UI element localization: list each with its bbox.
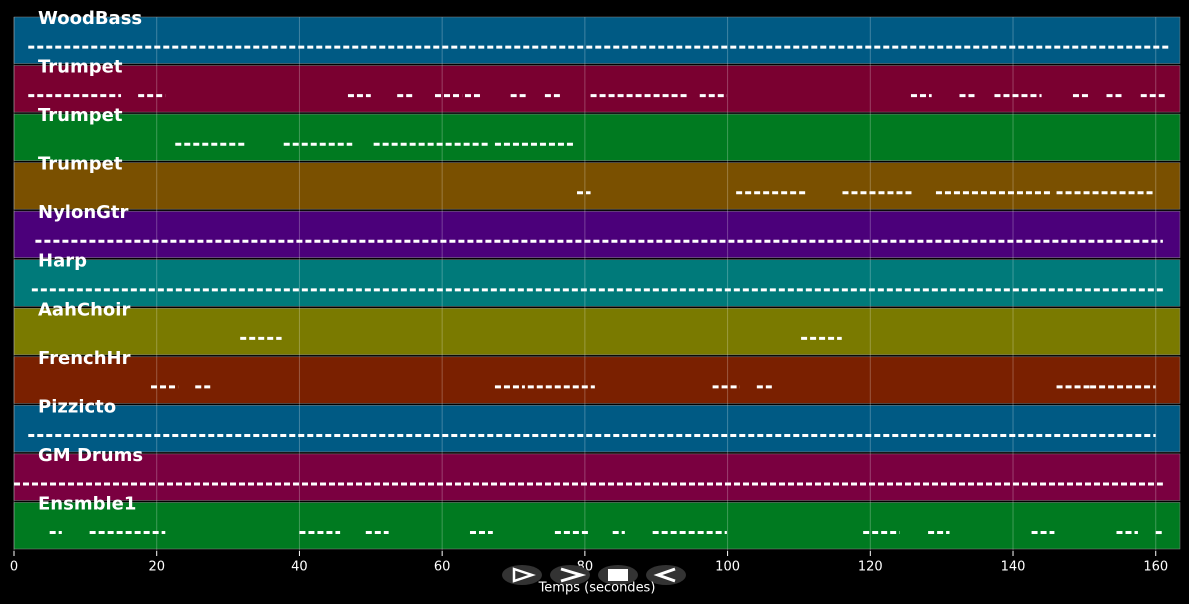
x-tick-label: 20 xyxy=(148,560,165,575)
track-label: Trumpet xyxy=(38,57,123,78)
track-label: Trumpet xyxy=(38,105,123,126)
track-band xyxy=(13,162,1181,210)
track-label: GM Drums xyxy=(38,445,143,466)
play-button[interactable] xyxy=(502,565,542,585)
stop-icon xyxy=(608,569,628,581)
track-band xyxy=(13,308,1181,356)
track-band xyxy=(13,65,1181,113)
transport-controls xyxy=(502,565,686,585)
track-label: Trumpet xyxy=(38,154,123,175)
track-band xyxy=(13,356,1181,404)
track-label: Pizzicto xyxy=(38,396,116,417)
tracks: 0 20 40 60 80 100 120 140 160WoodBassTrumpetTrum… xyxy=(10,8,1181,575)
track-band xyxy=(13,16,1181,64)
forward-icon xyxy=(560,567,587,583)
track-band xyxy=(13,502,1181,550)
track-label: Ensmble1 xyxy=(38,493,136,514)
x-tick-label: 100 xyxy=(715,560,740,575)
track-label: WoodBass xyxy=(38,8,142,29)
track-label: AahChoir xyxy=(38,299,130,320)
x-tick-label: 160 xyxy=(1143,560,1168,575)
back-button[interactable] xyxy=(646,565,686,585)
x-tick-label: 60 xyxy=(434,560,451,575)
x-tick-label: 120 xyxy=(858,560,883,575)
track-label: FrenchHr xyxy=(38,348,131,369)
x-axis-label: Temps (secondes) xyxy=(538,581,656,596)
play-icon xyxy=(512,567,536,583)
track-band xyxy=(13,453,1181,501)
track-band xyxy=(13,259,1181,307)
x-tick-label: 0 xyxy=(10,560,18,575)
track-label: Harp xyxy=(38,251,87,272)
x-tick-label: 140 xyxy=(1001,560,1026,575)
track-band xyxy=(13,113,1181,161)
track-band xyxy=(13,405,1181,453)
x-tick-label: 40 xyxy=(291,560,308,575)
track-label: NylonGtr xyxy=(38,202,129,223)
forward-button[interactable] xyxy=(550,565,590,585)
back-icon xyxy=(653,567,676,583)
track-band xyxy=(13,210,1181,258)
